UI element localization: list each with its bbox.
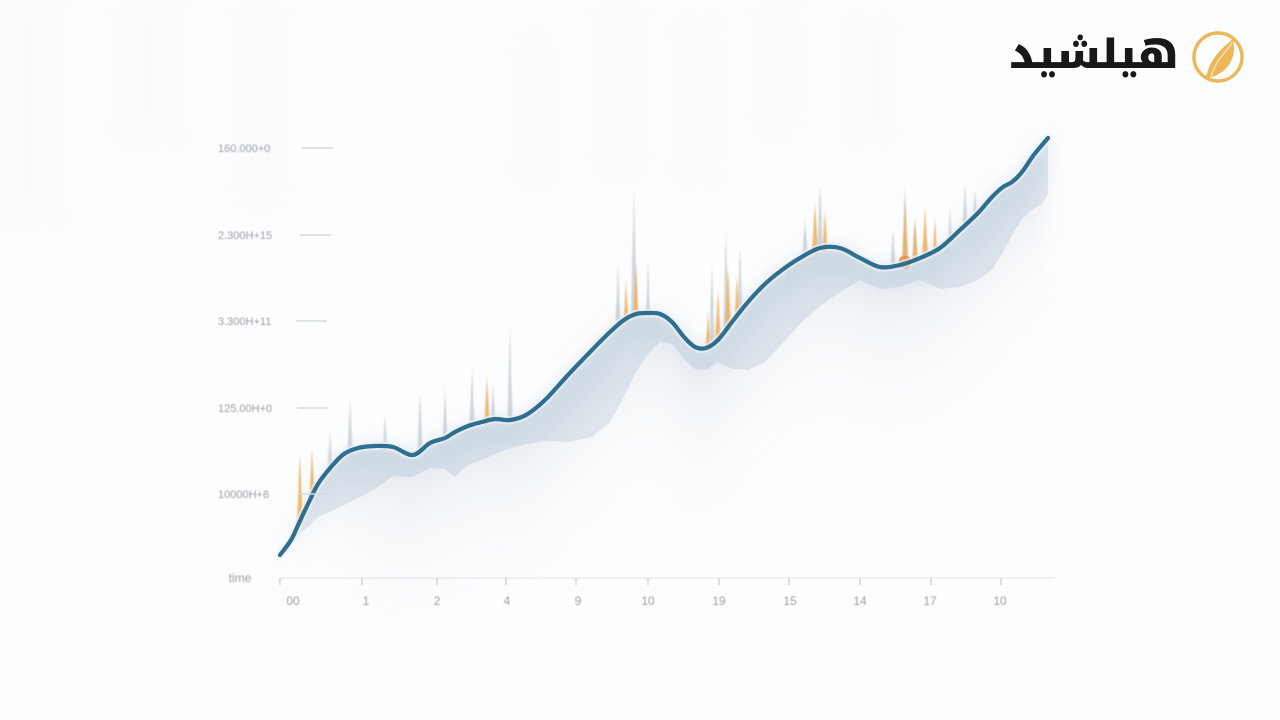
svg-text:هیلشید: هیلشید [1009,17,1178,93]
svg-text:160.000+0: 160.000+0 [218,143,270,155]
svg-text:10: 10 [641,594,655,608]
svg-text:00: 00 [286,594,300,608]
svg-text:17: 17 [923,594,937,608]
svg-text:10000H+8: 10000H+8 [218,489,269,501]
svg-text:125.00H+0: 125.00H+0 [218,403,272,415]
svg-text:14: 14 [853,594,867,608]
svg-text:10: 10 [993,594,1007,608]
svg-text:1: 1 [363,594,370,608]
svg-text:19: 19 [712,594,726,608]
svg-text:9: 9 [575,594,582,608]
svg-text:3.300H+11: 3.300H+11 [218,316,271,328]
svg-text:time: time [229,571,252,585]
svg-text:4: 4 [504,594,511,608]
svg-text:2: 2 [434,594,441,608]
svg-text:15: 15 [783,594,797,608]
svg-text:2.300H+15: 2.300H+15 [218,230,272,242]
